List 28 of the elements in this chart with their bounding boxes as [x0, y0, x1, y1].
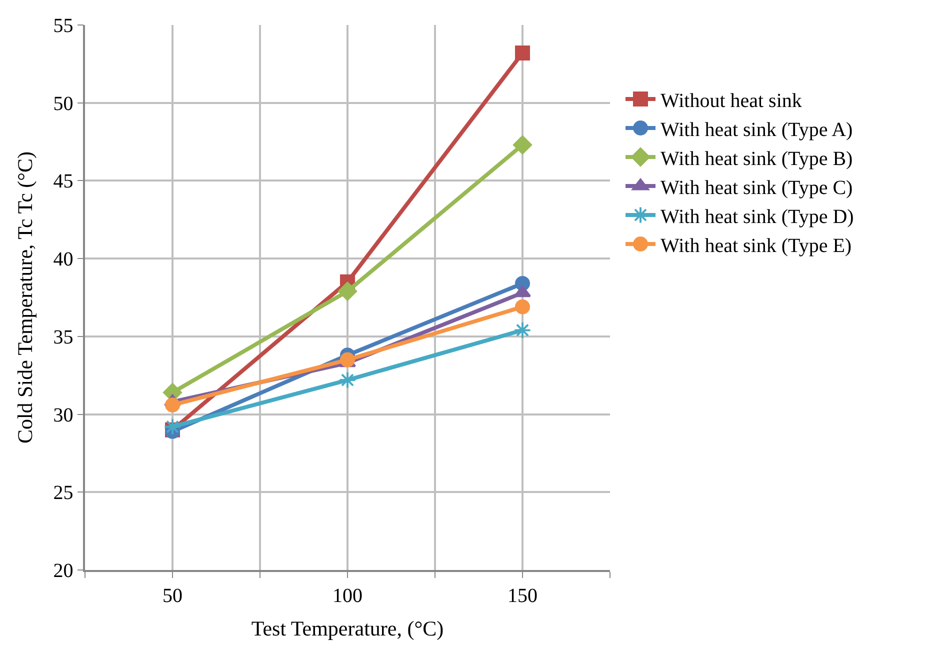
x-tick-label: 150 [508, 584, 538, 607]
y-tick-label: 40 [53, 248, 74, 271]
legend-label: With heat sink (Type E) [660, 234, 852, 257]
point [338, 371, 356, 389]
x-tick-label: 100 [332, 584, 362, 607]
point [514, 321, 532, 339]
y-tick-label: 20 [53, 560, 74, 582]
y-tick-label: 55 [53, 15, 74, 37]
x-tick-label: 50 [162, 584, 182, 607]
legend-label: With heat sink (Type D) [660, 206, 854, 228]
legend-label: With heat sink (Type C) [660, 176, 853, 199]
x-axis-title: Test Temperature, (°C) [251, 616, 444, 640]
legend-label: Without heat sink [660, 90, 802, 112]
point [340, 352, 355, 368]
legend-label: With heat sink (Type B) [660, 148, 853, 170]
point [513, 135, 532, 154]
y-tick-label: 30 [53, 404, 74, 426]
point [338, 282, 357, 301]
y-tick-label: 50 [53, 92, 74, 115]
y-tick-label: 45 [53, 170, 74, 193]
point [165, 397, 180, 412]
legend-label: With heat sink (Type A) [660, 118, 853, 141]
y-tick-label: 35 [53, 326, 74, 348]
y-axis-title: Cold Side Temperature, Tc Tc (°C) [12, 151, 37, 444]
y-tick-label: 25 [53, 482, 74, 504]
point [515, 46, 530, 61]
point [164, 418, 182, 436]
point [515, 299, 530, 314]
